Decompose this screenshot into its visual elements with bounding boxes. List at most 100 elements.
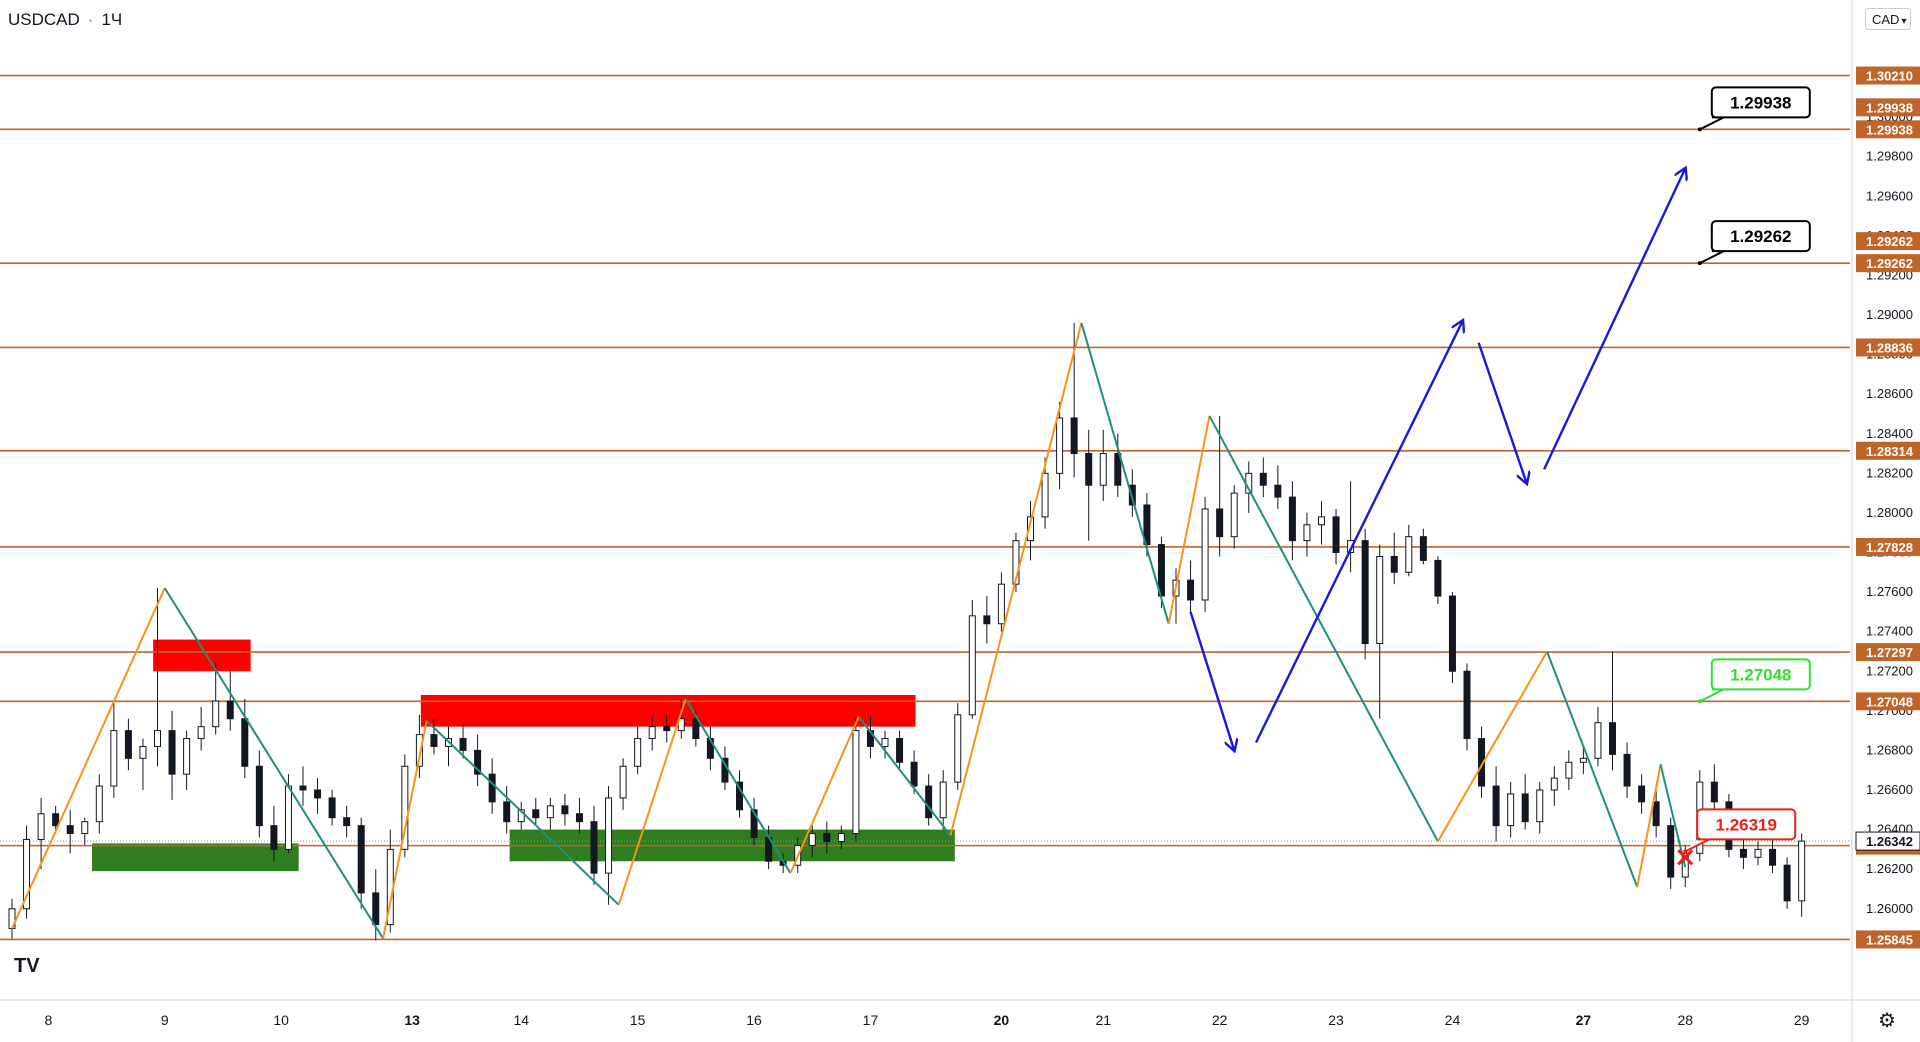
- zone-rect[interactable]: [92, 843, 299, 872]
- candle[interactable]: [168, 710, 176, 800]
- candle[interactable]: [81, 817, 89, 846]
- candle[interactable]: [226, 671, 234, 731]
- candle[interactable]: [328, 790, 336, 826]
- candle[interactable]: [154, 588, 161, 767]
- price-callout[interactable]: 1.26319: [1683, 808, 1797, 854]
- projection-arrow[interactable]: [1189, 611, 1235, 751]
- candle[interactable]: [197, 706, 205, 751]
- zigzag-segment[interactable]: [11, 587, 166, 929]
- zigzag-segment[interactable]: [1208, 415, 1439, 842]
- candle[interactable]: [750, 797, 758, 846]
- zigzag-segment[interactable]: [1167, 415, 1211, 624]
- candle[interactable]: [736, 770, 743, 818]
- tradingview-logo-icon[interactable]: TV: [14, 955, 50, 985]
- candle[interactable]: [1216, 415, 1224, 557]
- candle[interactable]: [95, 774, 103, 834]
- zigzag-segment[interactable]: [684, 698, 792, 874]
- candle[interactable]: [1667, 817, 1675, 889]
- candle[interactable]: [299, 766, 307, 806]
- candle[interactable]: [1478, 726, 1486, 798]
- price-callout[interactable]: 1.27048: [1697, 658, 1811, 704]
- zigzag-segment[interactable]: [1636, 764, 1662, 888]
- interval-label[interactable]: 1Ч: [101, 10, 123, 29]
- candle[interactable]: [183, 730, 191, 790]
- candle[interactable]: [445, 726, 452, 767]
- candle[interactable]: [1550, 766, 1558, 806]
- gear-icon[interactable]: ⚙: [1878, 1010, 1896, 1032]
- candle[interactable]: [648, 714, 656, 751]
- candle[interactable]: [1114, 433, 1122, 498]
- symbol-label[interactable]: USDCAD: [8, 10, 80, 29]
- candle[interactable]: [139, 738, 147, 790]
- zigzag-segment[interactable]: [789, 716, 860, 874]
- candle[interactable]: [997, 572, 1005, 632]
- candle[interactable]: [910, 750, 918, 794]
- candle[interactable]: [1419, 528, 1427, 565]
- candle[interactable]: [1332, 508, 1340, 565]
- zigzag-segment[interactable]: [1659, 764, 1687, 868]
- candle[interactable]: [1041, 457, 1049, 529]
- candle[interactable]: [1492, 766, 1500, 842]
- candle[interactable]: [1376, 544, 1384, 719]
- candle[interactable]: [968, 600, 976, 719]
- candle[interactable]: [852, 718, 860, 842]
- candle[interactable]: [1594, 706, 1602, 767]
- candle[interactable]: [1187, 560, 1195, 612]
- candle[interactable]: [1798, 833, 1806, 917]
- candle[interactable]: [401, 754, 409, 858]
- candle[interactable]: [503, 786, 511, 834]
- candle[interactable]: [954, 702, 962, 790]
- candle[interactable]: [66, 809, 74, 854]
- candle[interactable]: [1434, 556, 1442, 604]
- candle[interactable]: [706, 726, 714, 771]
- cross-marker-icon[interactable]: [1677, 849, 1694, 866]
- candle[interactable]: [1274, 465, 1282, 509]
- candle[interactable]: [1288, 481, 1296, 561]
- candle[interactable]: [663, 714, 671, 743]
- candle[interactable]: [488, 758, 496, 814]
- zigzag-segment[interactable]: [1080, 322, 1170, 625]
- candle[interactable]: [270, 805, 278, 862]
- candle[interactable]: [517, 801, 525, 830]
- price-callout[interactable]: 1.29938: [1697, 86, 1811, 132]
- candle[interactable]: [1099, 429, 1107, 502]
- candle[interactable]: [837, 825, 845, 850]
- candle[interactable]: [881, 730, 889, 759]
- candle[interactable]: [314, 778, 322, 814]
- candle[interactable]: [532, 797, 540, 826]
- candle[interactable]: [1609, 651, 1616, 771]
- currency-button[interactable]: CAD ▾: [1865, 8, 1911, 30]
- candle[interactable]: [255, 750, 263, 838]
- candle[interactable]: [1259, 457, 1267, 498]
- candle[interactable]: [357, 817, 365, 909]
- zigzag-segment[interactable]: [1437, 650, 1548, 842]
- candle[interactable]: [110, 702, 118, 798]
- candle[interactable]: [619, 758, 627, 810]
- candle[interactable]: [1201, 497, 1209, 612]
- candle[interactable]: [575, 797, 583, 834]
- candle[interactable]: [1521, 774, 1529, 830]
- candle[interactable]: [212, 663, 220, 735]
- zigzag-segment[interactable]: [425, 720, 620, 906]
- candle[interactable]: [1507, 782, 1515, 838]
- candle[interactable]: [1448, 592, 1456, 684]
- zigzag-segment[interactable]: [617, 698, 687, 906]
- candle[interactable]: [1390, 532, 1398, 585]
- candle[interactable]: [634, 726, 642, 775]
- candle[interactable]: [1710, 764, 1718, 814]
- projection-arrow[interactable]: [1254, 321, 1463, 744]
- candle[interactable]: [124, 718, 132, 771]
- candle[interactable]: [37, 797, 45, 870]
- zone-rect[interactable]: [153, 639, 251, 672]
- candle[interactable]: [939, 770, 947, 830]
- candle[interactable]: [1027, 501, 1034, 561]
- candle[interactable]: [546, 797, 554, 830]
- candle[interactable]: [1463, 663, 1471, 751]
- zigzag-segment[interactable]: [1546, 651, 1639, 888]
- price-callout[interactable]: 1.29262: [1697, 220, 1811, 266]
- candle[interactable]: [1623, 742, 1631, 798]
- projection-arrow[interactable]: [1543, 169, 1685, 470]
- candle[interactable]: [1769, 837, 1777, 874]
- candle[interactable]: [1652, 790, 1660, 838]
